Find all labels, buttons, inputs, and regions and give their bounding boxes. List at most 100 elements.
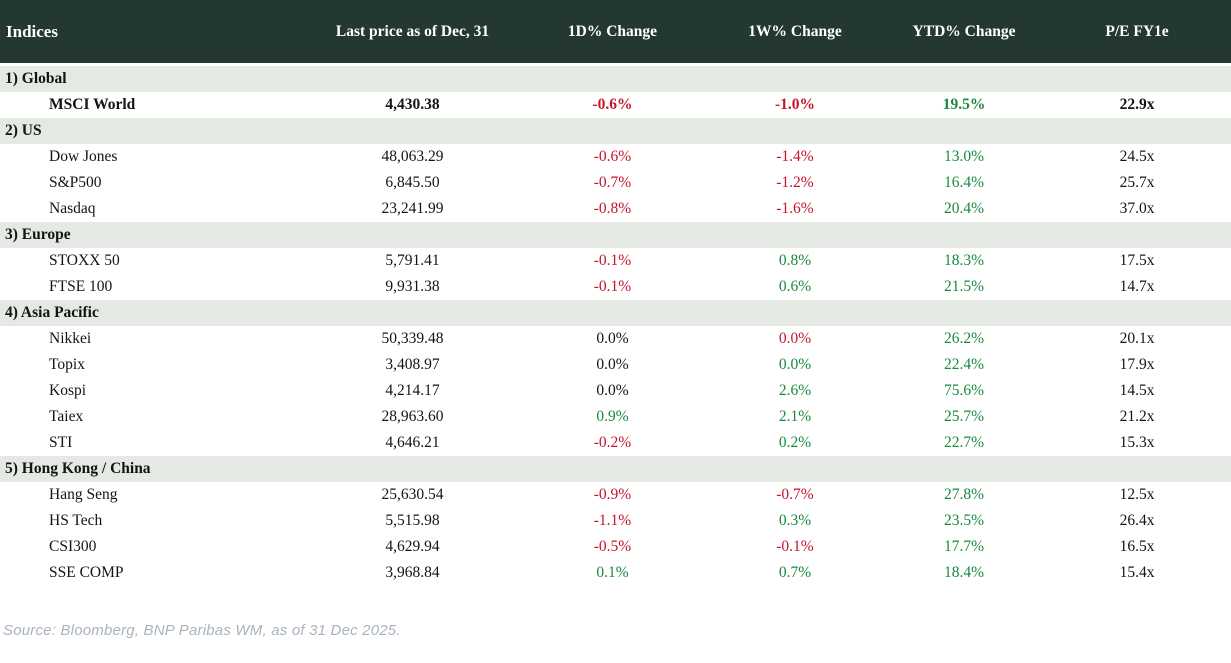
- index-row: SSE COMP 3,968.84 0.1% 0.7% 18.4% 15.4x: [0, 560, 1231, 586]
- pe-fy1e: 22.9x: [1119, 96, 1155, 113]
- ytd-change: 22.7%: [943, 434, 985, 451]
- 1d-change: 0.0%: [596, 382, 629, 399]
- column-header-indices: Indices: [0, 0, 305, 66]
- 1d-change: -1.1%: [593, 512, 632, 529]
- pe-fy1e: 15.4x: [1119, 564, 1155, 581]
- index-row: Hang Seng 25,630.54 -0.9% -0.7% 27.8% 12.5x: [0, 482, 1231, 508]
- pe-fy1e: 17.5x: [1119, 252, 1155, 269]
- index-name: Kospi: [49, 382, 87, 399]
- pe-fy1e: 20.1x: [1119, 330, 1155, 347]
- last-price: 3,968.84: [385, 564, 440, 581]
- 1d-change: -0.6%: [593, 148, 632, 165]
- source-note: Source: Bloomberg, BNP Paribas WM, as of…: [3, 622, 401, 639]
- index-name: HS Tech: [49, 512, 103, 529]
- 1w-change: -1.4%: [776, 148, 814, 165]
- pe-fy1e: 21.2x: [1119, 408, 1155, 425]
- index-name: Nasdaq: [49, 200, 96, 217]
- 1w-change: 0.2%: [778, 434, 812, 451]
- 1d-change: -0.7%: [593, 174, 632, 191]
- pe-fy1e: 14.7x: [1119, 278, 1155, 295]
- 1w-change: -1.2%: [776, 174, 814, 191]
- last-price: 48,063.29: [381, 148, 444, 165]
- pe-fy1e: 37.0x: [1119, 200, 1155, 217]
- 1d-change: -0.1%: [593, 252, 632, 269]
- 1w-change: 0.0%: [778, 356, 812, 373]
- section-label: 3) Europe: [0, 222, 1231, 248]
- 1d-change: 0.0%: [596, 356, 629, 373]
- column-header-pe-fy1e: P/E FY1e: [1043, 0, 1231, 66]
- index-row: STOXX 50 5,791.41 -0.1% 0.8% 18.3% 17.5x: [0, 248, 1231, 274]
- index-row: FTSE 100 9,931.38 -0.1% 0.6% 21.5% 14.7x: [0, 274, 1231, 300]
- 1w-change: 0.0%: [778, 330, 812, 347]
- ytd-change: 16.4%: [943, 174, 985, 191]
- index-row: Kospi 4,214.17 0.0% 2.6% 75.6% 14.5x: [0, 378, 1231, 404]
- index-name: Dow Jones: [49, 148, 118, 165]
- ytd-change: 18.3%: [943, 252, 985, 269]
- index-name: Taiex: [49, 408, 84, 425]
- column-header-ytd-change: YTD% Change: [885, 0, 1043, 66]
- index-row: HS Tech 5,515.98 -1.1% 0.3% 23.5% 26.4x: [0, 508, 1231, 534]
- 1w-change: -0.7%: [776, 486, 814, 503]
- table-header: Indices Last price as of Dec, 31 1D% Cha…: [0, 0, 1231, 66]
- pe-fy1e: 25.7x: [1119, 174, 1155, 191]
- last-price: 5,791.41: [385, 252, 440, 269]
- index-name: Hang Seng: [49, 486, 118, 503]
- last-price: 50,339.48: [381, 330, 444, 347]
- index-name: CSI300: [49, 538, 97, 555]
- ytd-change: 22.4%: [943, 356, 985, 373]
- index-name: Topix: [49, 356, 85, 373]
- 1d-change: 0.1%: [596, 564, 629, 581]
- 1w-change: -0.1%: [776, 538, 814, 555]
- 1w-change: -1.6%: [776, 200, 814, 217]
- ytd-change: 21.5%: [943, 278, 985, 295]
- ytd-change: 26.2%: [943, 330, 985, 347]
- last-price: 25,630.54: [381, 486, 444, 503]
- index-row: Dow Jones 48,063.29 -0.6% -1.4% 13.0% 24.5x: [0, 144, 1231, 170]
- pe-fy1e: 26.4x: [1119, 512, 1155, 529]
- pe-fy1e: 17.9x: [1119, 356, 1155, 373]
- section-label: 5) Hong Kong / China: [0, 456, 1231, 482]
- index-name: STI: [49, 434, 73, 451]
- 1d-change: -0.1%: [593, 278, 632, 295]
- section-row: 4) Asia Pacific: [0, 300, 1231, 326]
- table-body: 1) Global MSCI World 4,430.38 -0.6% -1.0% 19.…: [0, 64, 1231, 587]
- 1w-change: -1.0%: [774, 96, 816, 113]
- section-row: 1) Global: [0, 64, 1231, 92]
- 1d-change: 0.0%: [596, 330, 629, 347]
- section-label: 2) US: [0, 118, 1231, 144]
- index-row: Taiex 28,963.60 0.9% 2.1% 25.7% 21.2x: [0, 404, 1231, 430]
- ytd-change: 13.0%: [943, 148, 985, 165]
- last-price: 3,408.97: [385, 356, 440, 373]
- index-row: Nasdaq 23,241.99 -0.8% -1.6% 20.4% 37.0x: [0, 196, 1231, 222]
- pe-fy1e: 15.3x: [1119, 434, 1155, 451]
- index-row: STI 4,646.21 -0.2% 0.2% 22.7% 15.3x: [0, 430, 1231, 456]
- column-header-1w-change: 1W% Change: [705, 0, 885, 66]
- ytd-change: 75.6%: [943, 382, 985, 399]
- ytd-change: 23.5%: [943, 512, 985, 529]
- 1d-change: -0.2%: [593, 434, 632, 451]
- 1w-change: 0.3%: [778, 512, 812, 529]
- index-row: Topix 3,408.97 0.0% 0.0% 22.4% 17.9x: [0, 352, 1231, 378]
- index-name: MSCI World: [49, 96, 136, 113]
- last-price: 9,931.38: [385, 278, 440, 295]
- last-price: 28,963.60: [381, 408, 444, 425]
- last-price: 6,845.50: [385, 174, 440, 191]
- ytd-change: 18.4%: [943, 564, 985, 581]
- index-row: MSCI World 4,430.38 -0.6% -1.0% 19.5% 22.9x: [0, 92, 1231, 118]
- section-row: 3) Europe: [0, 222, 1231, 248]
- section-row: 2) US: [0, 118, 1231, 144]
- pe-fy1e: 16.5x: [1119, 538, 1155, 555]
- index-name: FTSE 100: [49, 278, 113, 295]
- index-name: STOXX 50: [49, 252, 120, 269]
- pe-fy1e: 12.5x: [1119, 486, 1155, 503]
- ytd-change: 19.5%: [942, 96, 986, 113]
- 1d-change: -0.9%: [593, 486, 632, 503]
- index-row: CSI300 4,629.94 -0.5% -0.1% 17.7% 16.5x: [0, 534, 1231, 560]
- pe-fy1e: 14.5x: [1119, 382, 1155, 399]
- column-header-1d-change: 1D% Change: [520, 0, 705, 66]
- 1d-change: -0.5%: [593, 538, 632, 555]
- index-name: S&P500: [49, 174, 102, 191]
- index-name: Nikkei: [49, 330, 92, 347]
- pe-fy1e: 24.5x: [1119, 148, 1155, 165]
- 1w-change: 0.7%: [778, 564, 812, 581]
